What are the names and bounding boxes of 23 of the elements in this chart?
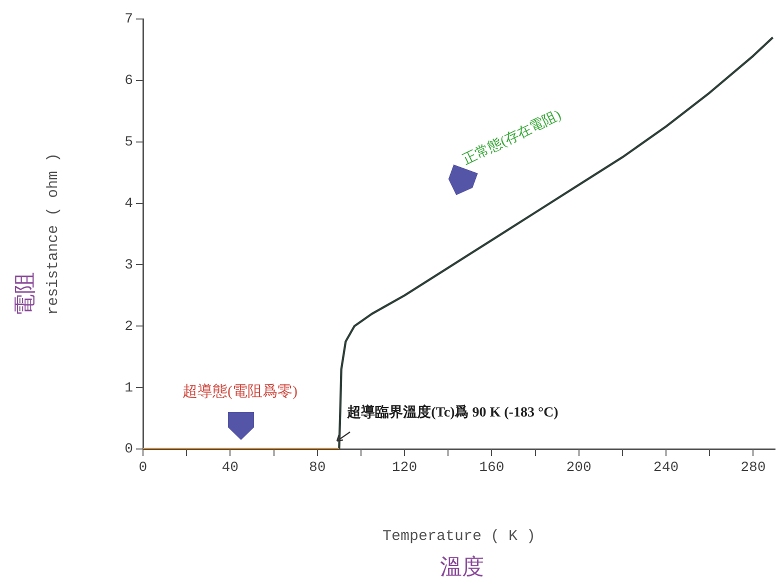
x-tick-label: 280 <box>740 460 766 476</box>
x-tick-label: 80 <box>308 460 326 476</box>
x-tick-label: 40 <box>222 460 239 476</box>
x-axis-title: Temperature ( K ) <box>382 528 536 545</box>
y-tick-label: 6 <box>124 73 133 90</box>
text: 溫度 <box>440 554 484 579</box>
x-tick-label: 120 <box>392 460 418 476</box>
y-tick-label: 3 <box>124 257 133 274</box>
x-tick-label: 200 <box>566 460 592 476</box>
annotation: 正常態(存在電阻) <box>460 107 564 168</box>
y-axis-title: resistance ( ohm ) <box>44 152 62 316</box>
x-tick-label: 240 <box>653 460 679 476</box>
y-tick-label: 4 <box>124 196 133 212</box>
annotation: 超導態(電阻爲零) <box>182 382 298 400</box>
y-tick-label: 1 <box>124 380 133 396</box>
text: 電阻 <box>12 272 37 316</box>
y-tick-label: 7 <box>124 12 133 28</box>
x-tick-label: 160 <box>479 460 504 476</box>
y-tick-label: 2 <box>124 318 133 335</box>
y-tick-label: 0 <box>124 442 133 458</box>
y-tick-label: 5 <box>124 134 133 151</box>
annotation: 超導臨界溫度(Tc)爲 90 K (-183 °C) <box>346 404 559 421</box>
x-tick-label: 0 <box>138 460 148 476</box>
